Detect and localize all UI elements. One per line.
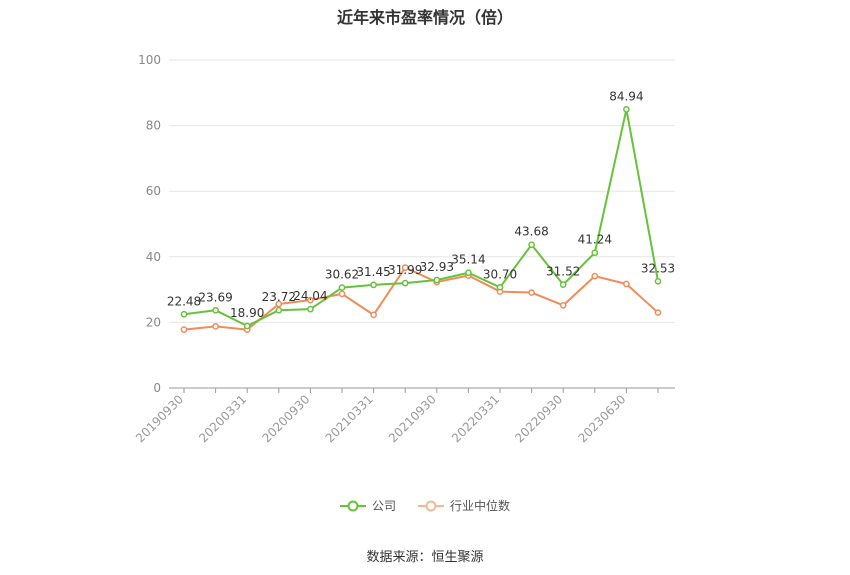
grid-layer <box>169 59 675 323</box>
data-label: 32.53 <box>641 261 675 275</box>
data-point <box>623 280 630 288</box>
data-point <box>243 322 251 330</box>
data-label: 23.69 <box>198 290 232 304</box>
x-tick-label: 20220331 <box>449 392 502 445</box>
y-tick-label: 100 <box>138 53 161 67</box>
x-tick-label: 20200930 <box>259 392 312 445</box>
data-point <box>433 276 441 284</box>
series-line <box>183 108 659 328</box>
data-point <box>212 322 219 330</box>
data-label: 32.93 <box>420 260 454 274</box>
data-point <box>528 289 535 296</box>
legend: 公司 行业中位数 <box>0 497 850 514</box>
data-label: 24.04 <box>293 289 327 303</box>
data-point <box>559 301 567 309</box>
data-point <box>275 306 283 314</box>
data-point <box>654 277 662 285</box>
legend-item-company[interactable]: 公司 <box>339 497 396 514</box>
x-tick-label: 20200331 <box>196 392 249 445</box>
data-point <box>591 249 599 257</box>
data-point <box>465 269 472 277</box>
data-point <box>212 306 219 314</box>
data-point <box>370 281 377 289</box>
data-point <box>338 290 346 298</box>
data-point <box>591 272 599 280</box>
data-label: 41.24 <box>578 233 612 247</box>
x-tick-label: 20220930 <box>512 392 565 445</box>
data-label: 31.52 <box>546 265 580 279</box>
data-label: 31.45 <box>356 265 390 279</box>
data-point <box>528 241 535 249</box>
data-point <box>559 281 567 288</box>
legend-marker-company <box>339 500 366 511</box>
y-tick-label: 0 <box>153 381 161 395</box>
data-point <box>307 305 314 313</box>
x-tick-label: 20230630 <box>575 392 628 445</box>
data-point <box>275 300 283 308</box>
data-label: 84.94 <box>609 89 643 103</box>
legend-item-industry[interactable]: 行业中位数 <box>418 497 510 514</box>
data-point <box>307 296 314 304</box>
y-tick-label: 40 <box>146 250 161 264</box>
chart-title: 近年来市盈率情况（倍） <box>336 8 513 27</box>
data-point <box>401 279 409 287</box>
data-label: 30.62 <box>325 268 359 282</box>
data-label: 22.48 <box>167 294 201 308</box>
x-tick-label: 20190930 <box>133 392 186 445</box>
data-label: 23.72 <box>262 290 296 304</box>
y-tick-label: 80 <box>146 119 161 133</box>
data-label: 35.14 <box>451 253 485 267</box>
data-point <box>370 311 377 319</box>
data-label: 30.70 <box>483 267 517 281</box>
data-point <box>180 310 188 318</box>
data-label: 43.68 <box>514 225 548 239</box>
x-tick-label: 20210331 <box>323 392 376 445</box>
data-label: 18.90 <box>230 306 264 320</box>
legend-marker-industry <box>418 500 444 511</box>
series-layer <box>180 106 662 333</box>
data-label: 31.99 <box>388 263 422 277</box>
data-point <box>654 309 662 316</box>
legend-label-industry: 行业中位数 <box>450 499 511 513</box>
legend-label-company: 公司 <box>371 499 396 513</box>
data-point <box>623 106 630 113</box>
x-tick-label: 20210930 <box>386 392 439 445</box>
data-point <box>496 283 504 291</box>
data-point <box>401 264 409 271</box>
data-point <box>338 284 346 291</box>
y-tick-label: 60 <box>146 184 161 198</box>
data-source: 数据来源：恒生聚源 <box>366 550 484 565</box>
series-line <box>183 266 659 331</box>
data-point <box>180 326 188 333</box>
y-tick-label: 20 <box>146 315 161 329</box>
